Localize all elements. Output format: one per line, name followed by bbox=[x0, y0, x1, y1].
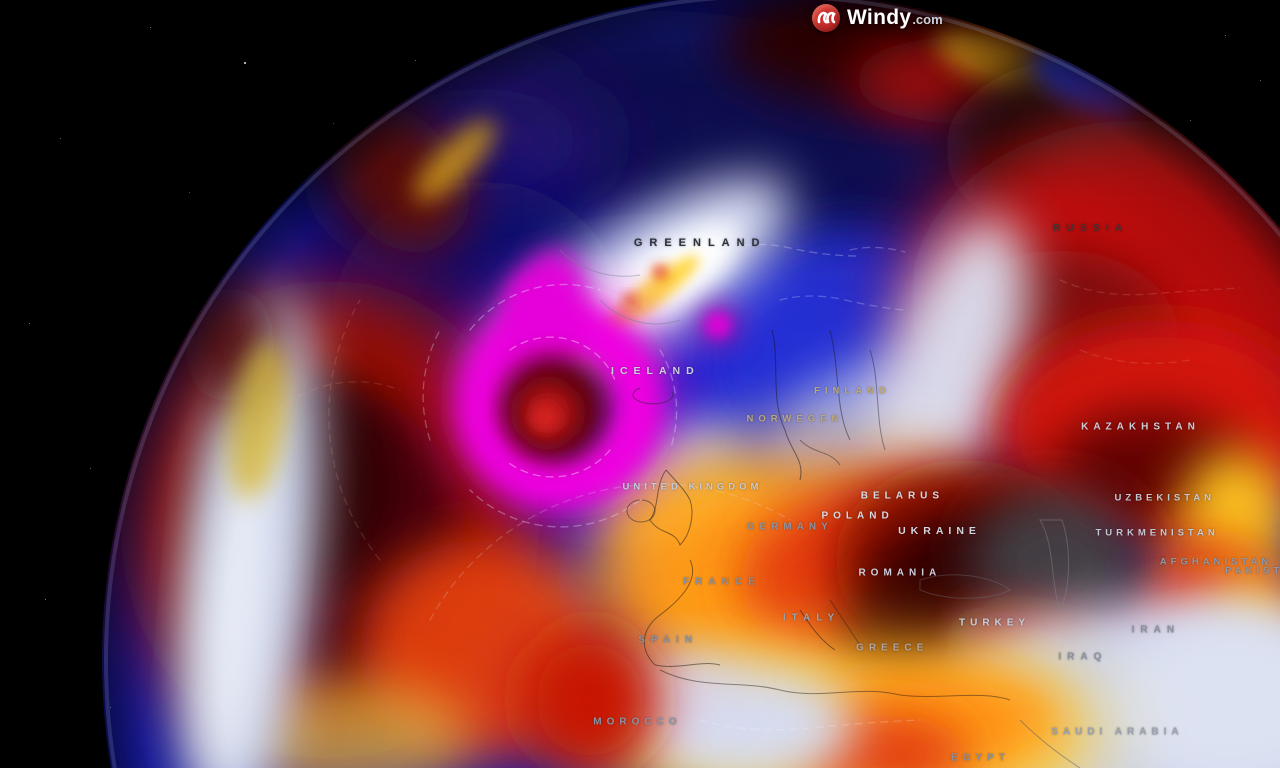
map-label-iran: IRAN bbox=[1131, 624, 1181, 636]
map-label-norwegen: NORWEGEN bbox=[746, 413, 844, 425]
map-label-finland: FINLAND bbox=[814, 385, 891, 397]
map-label-afghanistan: AFGHANISTAN bbox=[1159, 556, 1273, 568]
map-label-russia: RUSSIA bbox=[1052, 222, 1129, 235]
map-label-greece: GREECE bbox=[856, 642, 929, 654]
map-label-poland: POLAND bbox=[821, 510, 894, 522]
map-label-ukraine: UKRAINE bbox=[898, 524, 981, 537]
globe-limb-shading bbox=[102, 0, 1280, 768]
map-label-iceland: ICELAND bbox=[611, 364, 700, 377]
map-label-uzbekistan: UZBEKISTAN bbox=[1114, 492, 1216, 504]
map-label-morocco: MOROCCO bbox=[593, 716, 682, 728]
map-label-pakistan: PAKISTAN bbox=[1225, 565, 1280, 577]
anomaly-field bbox=[102, 0, 1280, 768]
map-label-italy: ITALY bbox=[782, 612, 841, 624]
map-label-greenland: GREENLAND bbox=[633, 236, 767, 249]
brand-tld: .com bbox=[912, 12, 943, 27]
windy-swirl-icon bbox=[812, 4, 840, 32]
map-label-egypt: EGYPT bbox=[951, 752, 1010, 764]
brand-text: Windy .com bbox=[847, 6, 943, 30]
brand-name: Windy bbox=[847, 6, 912, 29]
map-label-spain: SPAIN bbox=[638, 634, 699, 646]
map-label-iraq: IRAQ bbox=[1058, 651, 1108, 663]
map-label-turkmenistan: TURKMENISTAN bbox=[1095, 527, 1219, 539]
map-label-germany: GERMANY bbox=[746, 521, 833, 533]
map-label-france: FRANCE bbox=[683, 576, 761, 588]
map-label-romania: ROMANIA bbox=[858, 567, 942, 579]
map-label-turkey: TURKEY bbox=[958, 617, 1031, 629]
map-label-saudi-arabia: SAUDI ARABIA bbox=[1051, 726, 1184, 738]
windy-logo[interactable]: Windy .com bbox=[812, 3, 943, 33]
map-label-belarus: BELARUS bbox=[860, 490, 945, 502]
map-label-united-kingdom: UNITED KINGDOM bbox=[622, 481, 763, 493]
atmosphere-rim bbox=[104, 0, 1280, 768]
map-label-kazakhstan: KAZAKHSTAN bbox=[1081, 421, 1200, 433]
